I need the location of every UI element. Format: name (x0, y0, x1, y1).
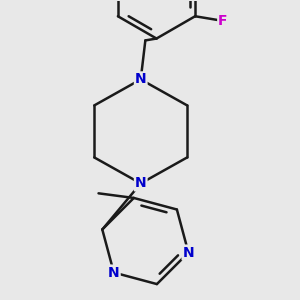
Text: N: N (108, 266, 120, 280)
Text: F: F (218, 14, 228, 28)
Text: N: N (135, 176, 146, 190)
Text: N: N (135, 72, 146, 86)
Text: N: N (183, 246, 194, 260)
